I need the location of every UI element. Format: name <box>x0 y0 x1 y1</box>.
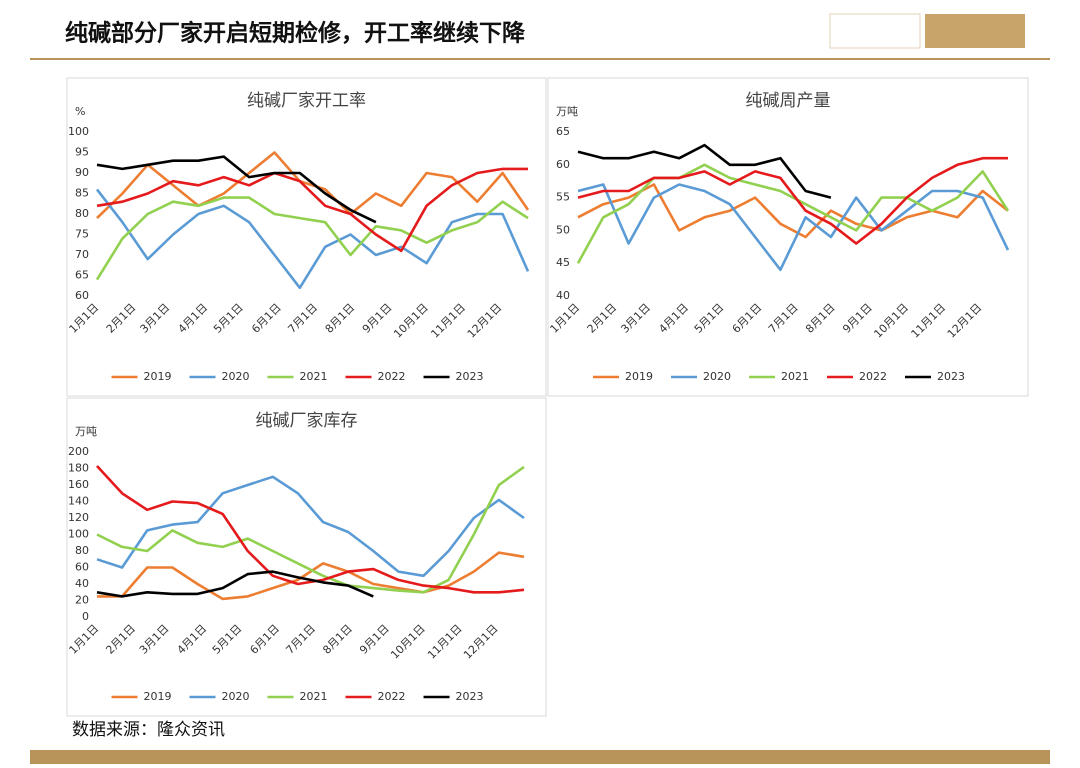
legend-label: 2019 <box>144 690 172 703</box>
legend-label: 2022 <box>859 370 887 383</box>
y-tick-label: 80 <box>75 207 89 220</box>
y-axis-label: 万吨 <box>556 105 578 118</box>
y-tick-label: 140 <box>68 495 89 508</box>
y-tick-label: 95 <box>75 146 89 159</box>
legend-label: 2021 <box>781 370 809 383</box>
y-tick-label: 180 <box>68 462 89 475</box>
legend-label: 2022 <box>378 690 406 703</box>
series-line <box>96 155 377 224</box>
legend-label: 2022 <box>378 370 406 383</box>
y-tick-label: 45 <box>556 256 570 269</box>
logo <box>829 13 1025 49</box>
y-tick-label: 100 <box>68 125 89 138</box>
series-line <box>96 475 525 578</box>
y-axis-label: % <box>75 105 85 118</box>
y-tick-label: 200 <box>68 445 89 458</box>
series-line <box>577 183 1010 272</box>
logo-mark <box>829 13 921 49</box>
legend-label: 2020 <box>222 690 250 703</box>
legend-label: 2021 <box>300 690 328 703</box>
legend-label: 2020 <box>222 370 250 383</box>
y-tick-label: 85 <box>75 187 89 200</box>
series-line <box>576 163 1010 264</box>
y-tick-label: 75 <box>75 228 89 241</box>
y-tick-label: 40 <box>556 289 570 302</box>
legend-label: 2019 <box>144 370 172 383</box>
series-line <box>577 156 1008 245</box>
series-line <box>577 143 832 199</box>
y-axis-label: 万吨 <box>75 425 97 438</box>
source-note: 数据来源：隆众资讯 <box>72 720 225 739</box>
series-line <box>95 188 530 290</box>
y-tick-label: 60 <box>556 158 570 171</box>
legend-label: 2019 <box>625 370 653 383</box>
legend-label: 2021 <box>300 370 328 383</box>
series-line <box>96 465 525 594</box>
legend-label: 2023 <box>456 690 484 703</box>
y-tick-label: 90 <box>75 166 89 179</box>
y-tick-label: 100 <box>68 528 89 541</box>
series-line <box>96 465 525 594</box>
footer-bar <box>30 750 1050 764</box>
chart-title: 纯碱厂家开工率 <box>247 91 366 110</box>
chart-title: 纯碱周产量 <box>746 91 831 110</box>
chart-frame <box>547 77 1029 397</box>
series-line <box>577 183 1009 239</box>
logo-box <box>925 14 1025 48</box>
y-tick-label: 50 <box>556 223 570 236</box>
chart-frame <box>66 397 547 717</box>
legend-label: 2023 <box>456 370 484 383</box>
legend-label: 2023 <box>937 370 965 383</box>
y-tick-label: 20 <box>75 594 89 607</box>
series-line <box>95 196 529 281</box>
y-tick-label: 60 <box>75 289 89 302</box>
y-tick-label: 65 <box>75 269 89 282</box>
y-tick-label: 65 <box>556 125 570 138</box>
series-line <box>96 570 374 598</box>
y-tick-label: 120 <box>68 511 89 524</box>
y-tick-label: 60 <box>75 561 89 574</box>
y-tick-label: 40 <box>75 577 89 590</box>
y-tick-label: 80 <box>75 544 89 557</box>
y-tick-label: 0 <box>82 610 89 623</box>
y-tick-label: 70 <box>75 248 89 261</box>
slide-title: 纯碱部分厂家开启短期检修，开工率继续下降 <box>65 19 526 45</box>
legend-label: 2020 <box>703 370 731 383</box>
y-tick-label: 55 <box>556 191 570 204</box>
chart-title: 纯碱厂家库存 <box>256 411 358 430</box>
series-line <box>97 551 525 601</box>
y-tick-label: 160 <box>68 478 89 491</box>
series-line <box>96 167 528 253</box>
chart-frame <box>66 77 547 397</box>
